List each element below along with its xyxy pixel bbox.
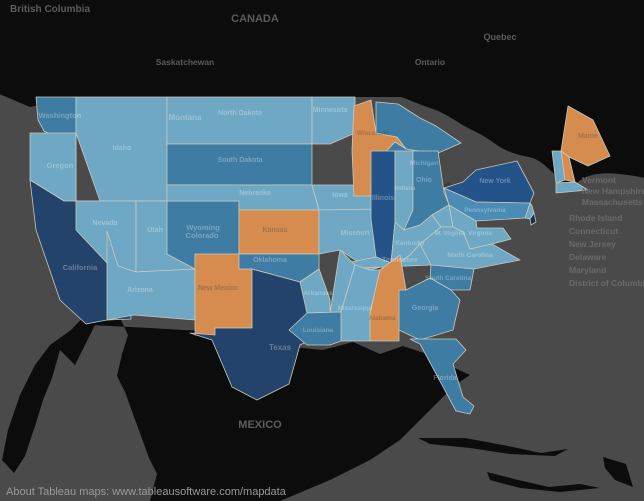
svg-text:Nevada: Nevada: [93, 220, 118, 227]
svg-text:Vermont: Vermont: [582, 175, 616, 185]
svg-text:Utah: Utah: [147, 227, 163, 234]
svg-text:Michigan: Michigan: [410, 160, 438, 167]
svg-text:New Jersey: New Jersey: [569, 239, 616, 249]
svg-text:Texas: Texas: [269, 343, 292, 352]
svg-text:Illinois: Illinois: [372, 195, 394, 202]
svg-text:Iowa: Iowa: [332, 192, 348, 199]
svg-text:New York: New York: [479, 178, 510, 185]
svg-text:Minnesota: Minnesota: [313, 107, 348, 114]
svg-text:CANADA: CANADA: [231, 13, 279, 25]
svg-text:Virginia: Virginia: [468, 230, 492, 237]
svg-text:New Hampshire: New Hampshire: [582, 186, 644, 196]
svg-text:Kansas: Kansas: [263, 227, 288, 234]
svg-text:Arizona: Arizona: [127, 287, 153, 294]
svg-text:Maine: Maine: [578, 133, 598, 140]
svg-text:Ohio: Ohio: [416, 177, 432, 184]
svg-text:South Carolina: South Carolina: [425, 275, 472, 282]
svg-text:Alabama: Alabama: [368, 315, 395, 322]
svg-text:Oklahoma: Oklahoma: [253, 257, 287, 264]
svg-text:Massachusetts: Massachusetts: [582, 197, 643, 207]
svg-text:South Dakota: South Dakota: [217, 157, 262, 164]
svg-text:Rhode Island: Rhode Island: [569, 213, 622, 223]
svg-text:Pennsylvania: Pennsylvania: [464, 207, 506, 214]
svg-text:Oregon: Oregon: [47, 161, 74, 170]
svg-text:Kentucky: Kentucky: [395, 240, 425, 247]
svg-text:Washington: Washington: [39, 111, 82, 120]
svg-text:W. Virginia: W. Virginia: [435, 231, 466, 237]
svg-text:Ontario: Ontario: [415, 57, 445, 67]
svg-text:Connecticut: Connecticut: [569, 226, 618, 236]
svg-text:Delaware: Delaware: [569, 252, 607, 262]
svg-text:District of Columbia: District of Columbia: [569, 278, 644, 288]
svg-text:North Dakota: North Dakota: [218, 110, 262, 117]
svg-text:Wisconsin: Wisconsin: [357, 130, 389, 137]
svg-text:Idaho: Idaho: [113, 145, 132, 152]
svg-text:About Tableau maps: www.tablea: About Tableau maps: www.tableausoftware.…: [6, 486, 287, 498]
svg-text:Indiana: Indiana: [394, 186, 416, 192]
svg-text:British Columbia: British Columbia: [10, 4, 90, 15]
svg-text:Nebraska: Nebraska: [239, 190, 271, 197]
svg-text:Tennessee: Tennessee: [382, 257, 418, 264]
svg-text:Maryland: Maryland: [569, 265, 606, 275]
svg-text:Arkansas: Arkansas: [303, 290, 333, 297]
svg-text:Colorado: Colorado: [186, 231, 219, 240]
svg-text:Georgia: Georgia: [412, 305, 439, 312]
svg-text:Saskatchewan: Saskatchewan: [156, 57, 215, 67]
svg-text:Quebec: Quebec: [483, 32, 516, 42]
svg-text:Florida: Florida: [433, 375, 456, 382]
svg-text:California: California: [63, 263, 98, 272]
svg-text:MEXICO: MEXICO: [238, 419, 282, 431]
svg-text:Montana: Montana: [169, 113, 202, 122]
svg-text:North Carolina: North Carolina: [447, 252, 493, 259]
svg-text:Louisiana: Louisiana: [303, 327, 334, 334]
svg-text:New Mexico: New Mexico: [198, 285, 238, 292]
svg-text:Missouri: Missouri: [341, 230, 370, 237]
svg-text:Mississippi: Mississippi: [337, 305, 372, 312]
